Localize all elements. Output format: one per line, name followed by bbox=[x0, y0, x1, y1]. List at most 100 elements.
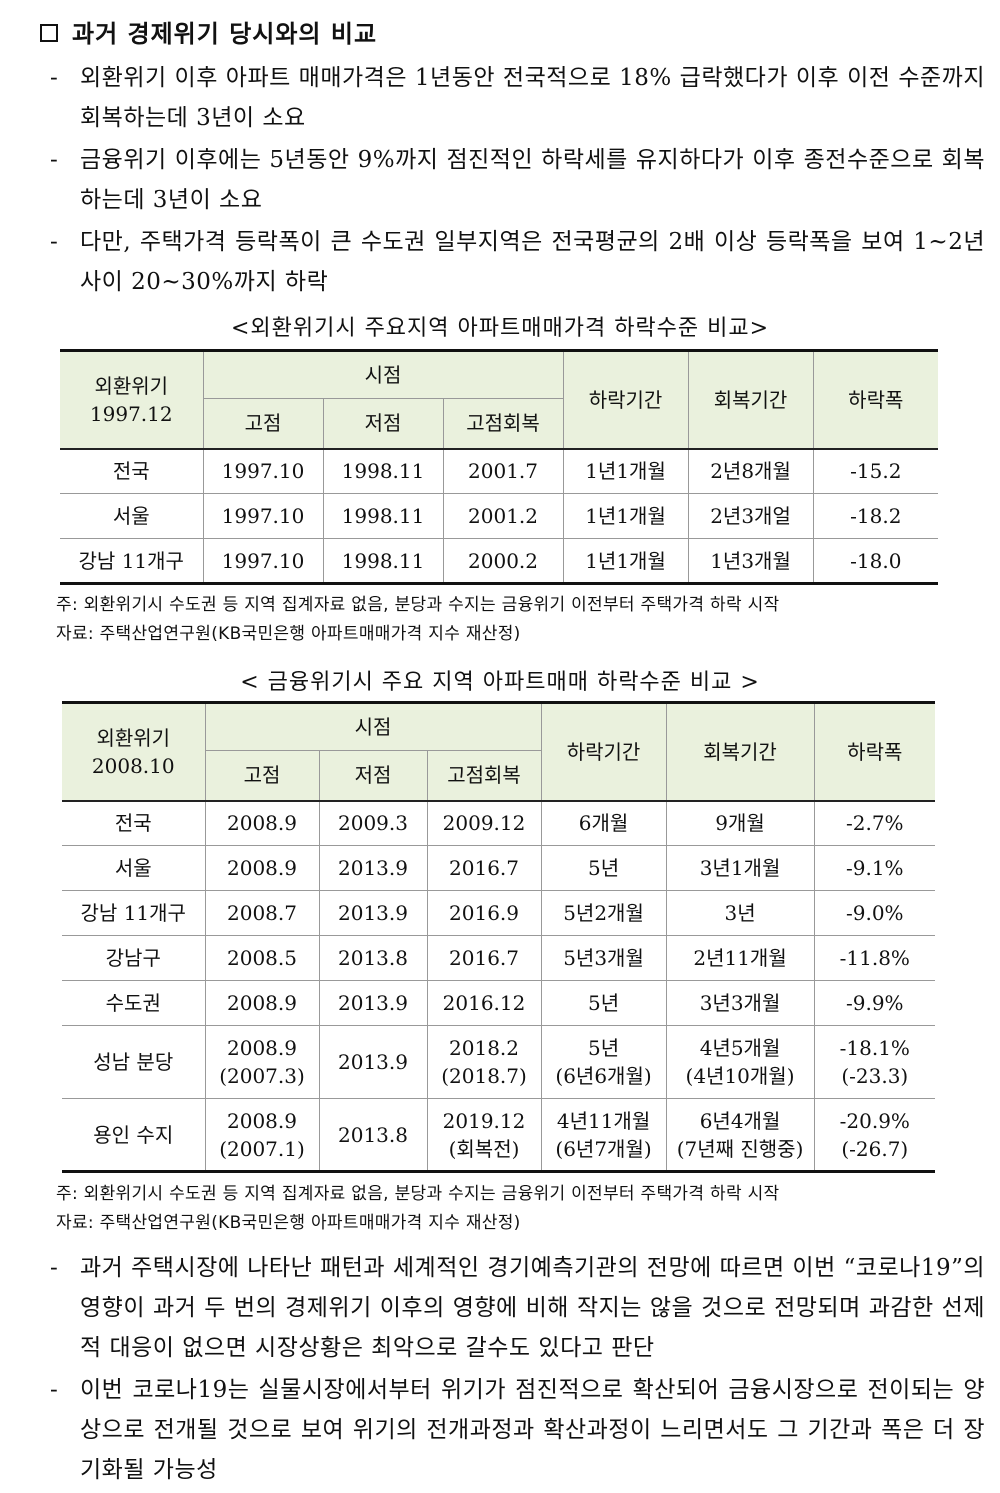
table1-source-text: 자료: 주택산업연구원(KB국민은행 아파트매매가격 지수 재산정) bbox=[56, 624, 521, 644]
table-cell: 2016.7 bbox=[426, 845, 542, 891]
table-row: 용인 수지 2008.9 (2007.1) 2013.8 2019.12 (회복전) 4년1… bbox=[62, 1098, 936, 1173]
cell-text: (6년7개월) bbox=[555, 1136, 652, 1161]
cell-text: 용인 수지 bbox=[93, 1122, 174, 1147]
cell-text: 2년3개얼 bbox=[710, 504, 791, 528]
table-cell: 6년4개월 (7년째 진행중) bbox=[665, 1098, 815, 1173]
table1-note-text: 주: 외환위기시 수도권 등 지역 집계자료 없음, 분당과 수지는 금융위기 … bbox=[56, 595, 780, 615]
cell-text: 6년4개월 bbox=[699, 1108, 781, 1133]
bullet-item: - 외환위기 이후 아파트 매매가격은 1년동안 전국적으로 18% 급락했다가… bbox=[50, 58, 985, 138]
table-cell: 5년3개월 bbox=[540, 935, 667, 981]
cell-text: 5년 bbox=[587, 991, 620, 1015]
cell-text: 성남 분당 bbox=[93, 1050, 174, 1074]
cell-text: 2008.9 bbox=[227, 811, 297, 836]
cell-text: 2년11개월 bbox=[693, 946, 787, 970]
cell-text: 1년1개월 bbox=[585, 504, 666, 528]
table-cell: 2013.9 bbox=[318, 890, 428, 936]
table2: 외환위기 2008.10 시점 하락기간 회복기간 하락폭 고점 저점 고점회복… bbox=[62, 701, 936, 1173]
table-cell: 1998.11 bbox=[322, 448, 444, 494]
table-row: 서울 2008.9 2013.9 2016.7 5년 3년1개월 -9.1% bbox=[62, 845, 936, 891]
bullet-text: 금융위기 이후에는 5년동안 9%까지 점진적인 하락세를 유지하다가 이후 종… bbox=[80, 147, 985, 213]
table1-group-header: 시점 bbox=[202, 349, 564, 399]
cell-text: 1998.11 bbox=[341, 504, 425, 528]
section-heading: 과거 경제위기 당시와의 비교 bbox=[40, 14, 377, 49]
table-cell: 3년 bbox=[665, 890, 815, 936]
table-cell: 5년 bbox=[540, 980, 667, 1026]
cell-text: 3년 bbox=[724, 901, 756, 925]
cell-text: 1998.11 bbox=[341, 548, 425, 573]
cell-text: 2016.12 bbox=[442, 991, 526, 1015]
table-cell: 3년1개월 bbox=[665, 845, 815, 891]
table-cell: 5년2개월 bbox=[540, 890, 667, 936]
table-cell: 9개월 bbox=[665, 800, 815, 846]
table-cell: 1998.11 bbox=[322, 538, 444, 585]
table-cell: 2013.9 bbox=[318, 1025, 428, 1099]
cell-text: 2016.7 bbox=[449, 856, 519, 880]
cell-text: (6년6개월) bbox=[555, 1064, 652, 1088]
cell-text: 전국 bbox=[112, 459, 150, 484]
bullet-item: - 과거 주택시장에 나타난 패턴과 세계적인 경기예측기관의 전망에 따르면 … bbox=[50, 1248, 985, 1368]
table2-subheader: 저점 bbox=[318, 750, 428, 802]
table2-source-text: 자료: 주택산업연구원(KB국민은행 아파트매매가격 지수 재산정) bbox=[56, 1213, 521, 1233]
cell-text: 2008.9 bbox=[227, 991, 297, 1015]
table-cell: 2001.7 bbox=[442, 448, 564, 494]
table1-caption: <외환위기시 주요지역 아파트매매가격 하락수준 비교> bbox=[230, 316, 770, 341]
cell-text: -2.7% bbox=[845, 811, 904, 836]
table-cell: -18.2 bbox=[812, 493, 939, 539]
row-region-cell: 강남 11개구 bbox=[60, 538, 204, 585]
cell-text: 3년3개월 bbox=[699, 991, 781, 1015]
table1-corner-label: 외환위기 bbox=[94, 373, 169, 398]
bullet-dash: - bbox=[50, 229, 59, 255]
table-cell: 2009.12 bbox=[426, 800, 542, 846]
table-cell: 2016.12 bbox=[426, 980, 542, 1026]
cell-text: 2019.12 bbox=[442, 1108, 526, 1133]
table-cell: 1년3개월 bbox=[687, 538, 814, 585]
table2-corner-date: 2008.10 bbox=[91, 753, 175, 778]
table1-header: 하락폭 bbox=[812, 349, 939, 450]
row-region-cell: 전국 bbox=[62, 800, 206, 846]
table-cell: -15.2 bbox=[812, 448, 939, 494]
cell-text: 6개월 bbox=[578, 811, 629, 836]
table-cell: 1997.10 bbox=[202, 538, 324, 585]
table-cell: 2013.8 bbox=[318, 1098, 428, 1173]
cell-text: 3년1개월 bbox=[699, 856, 781, 880]
table1-subheader: 고점회복 bbox=[442, 398, 564, 450]
cell-text: 2008.9 bbox=[227, 1036, 297, 1060]
cell-text: 2013.9 bbox=[338, 991, 408, 1015]
row-region-cell: 용인 수지 bbox=[62, 1098, 206, 1173]
cell-text: (7년째 진행중) bbox=[676, 1136, 804, 1161]
row-region-cell: 서울 bbox=[60, 493, 204, 539]
table1: 외환위기 1997.12 시점 하락기간 회복기간 하락폭 고점 저점 고점회복… bbox=[60, 349, 939, 585]
table2-header: 회복기간 bbox=[665, 701, 815, 802]
table-cell: 2008.9 bbox=[204, 845, 320, 891]
table-row: 강남 11개구 1997.10 1998.11 2000.2 1년1개월 1년3개월 -18… bbox=[60, 538, 939, 585]
cell-text: 2013.9 bbox=[338, 856, 408, 880]
table-cell: 1년1개월 bbox=[562, 538, 689, 585]
table-cell: 2001.2 bbox=[442, 493, 564, 539]
cell-text: -9.1% bbox=[845, 856, 904, 880]
cell-text: 1년1개월 bbox=[585, 548, 666, 573]
table-row: 강남 11개구 2008.7 2013.9 2016.9 5년2개월 3년 -9.0% bbox=[62, 890, 936, 936]
cell-text: -18.0 bbox=[850, 548, 902, 573]
table-cell: 2008.9 bbox=[204, 980, 320, 1026]
cell-text: (4년10개월) bbox=[685, 1064, 795, 1088]
cell-text: 4년11개월 bbox=[556, 1108, 651, 1133]
row-region-cell: 서울 bbox=[62, 845, 206, 891]
table-row: 전국 2008.9 2009.3 2009.12 6개월 9개월 -2.7% bbox=[62, 800, 936, 846]
table-cell: 2018.2 (2018.7) bbox=[426, 1025, 542, 1099]
table-cell: -18.0 bbox=[812, 538, 939, 585]
table1-note: 주: 외환위기시 수도권 등 지역 집계자료 없음, 분당과 수지는 금융위기 … bbox=[56, 591, 986, 649]
bullet-item: - 이번 코로나19는 실물시장에서부터 위기가 점진적으로 확산되어 금융시장… bbox=[50, 1370, 985, 1490]
table-row: 서울 1997.10 1998.11 2001.2 1년1개월 2년3개얼 -18.2 bbox=[60, 493, 939, 539]
table-cell: -9.9% bbox=[813, 980, 936, 1026]
cell-text: 2년8개월 bbox=[710, 459, 791, 484]
table-cell: 2019.12 (회복전) bbox=[426, 1098, 542, 1173]
table1-subheader: 저점 bbox=[322, 398, 444, 450]
table1-subheader: 고점 bbox=[203, 398, 324, 450]
table2-subheader: 고점 bbox=[205, 750, 320, 802]
table-cell: 2008.9 bbox=[204, 800, 320, 846]
cell-text: 2013.8 bbox=[338, 1122, 408, 1147]
table-cell: 5년 bbox=[540, 845, 667, 891]
bullet-text: 다만, 주택가격 등락폭이 큰 수도권 일부지역은 전국평균의 2배 이상 등락… bbox=[80, 229, 985, 295]
cell-text: 1998.11 bbox=[341, 459, 425, 484]
cell-text: 5년3개월 bbox=[563, 946, 644, 970]
